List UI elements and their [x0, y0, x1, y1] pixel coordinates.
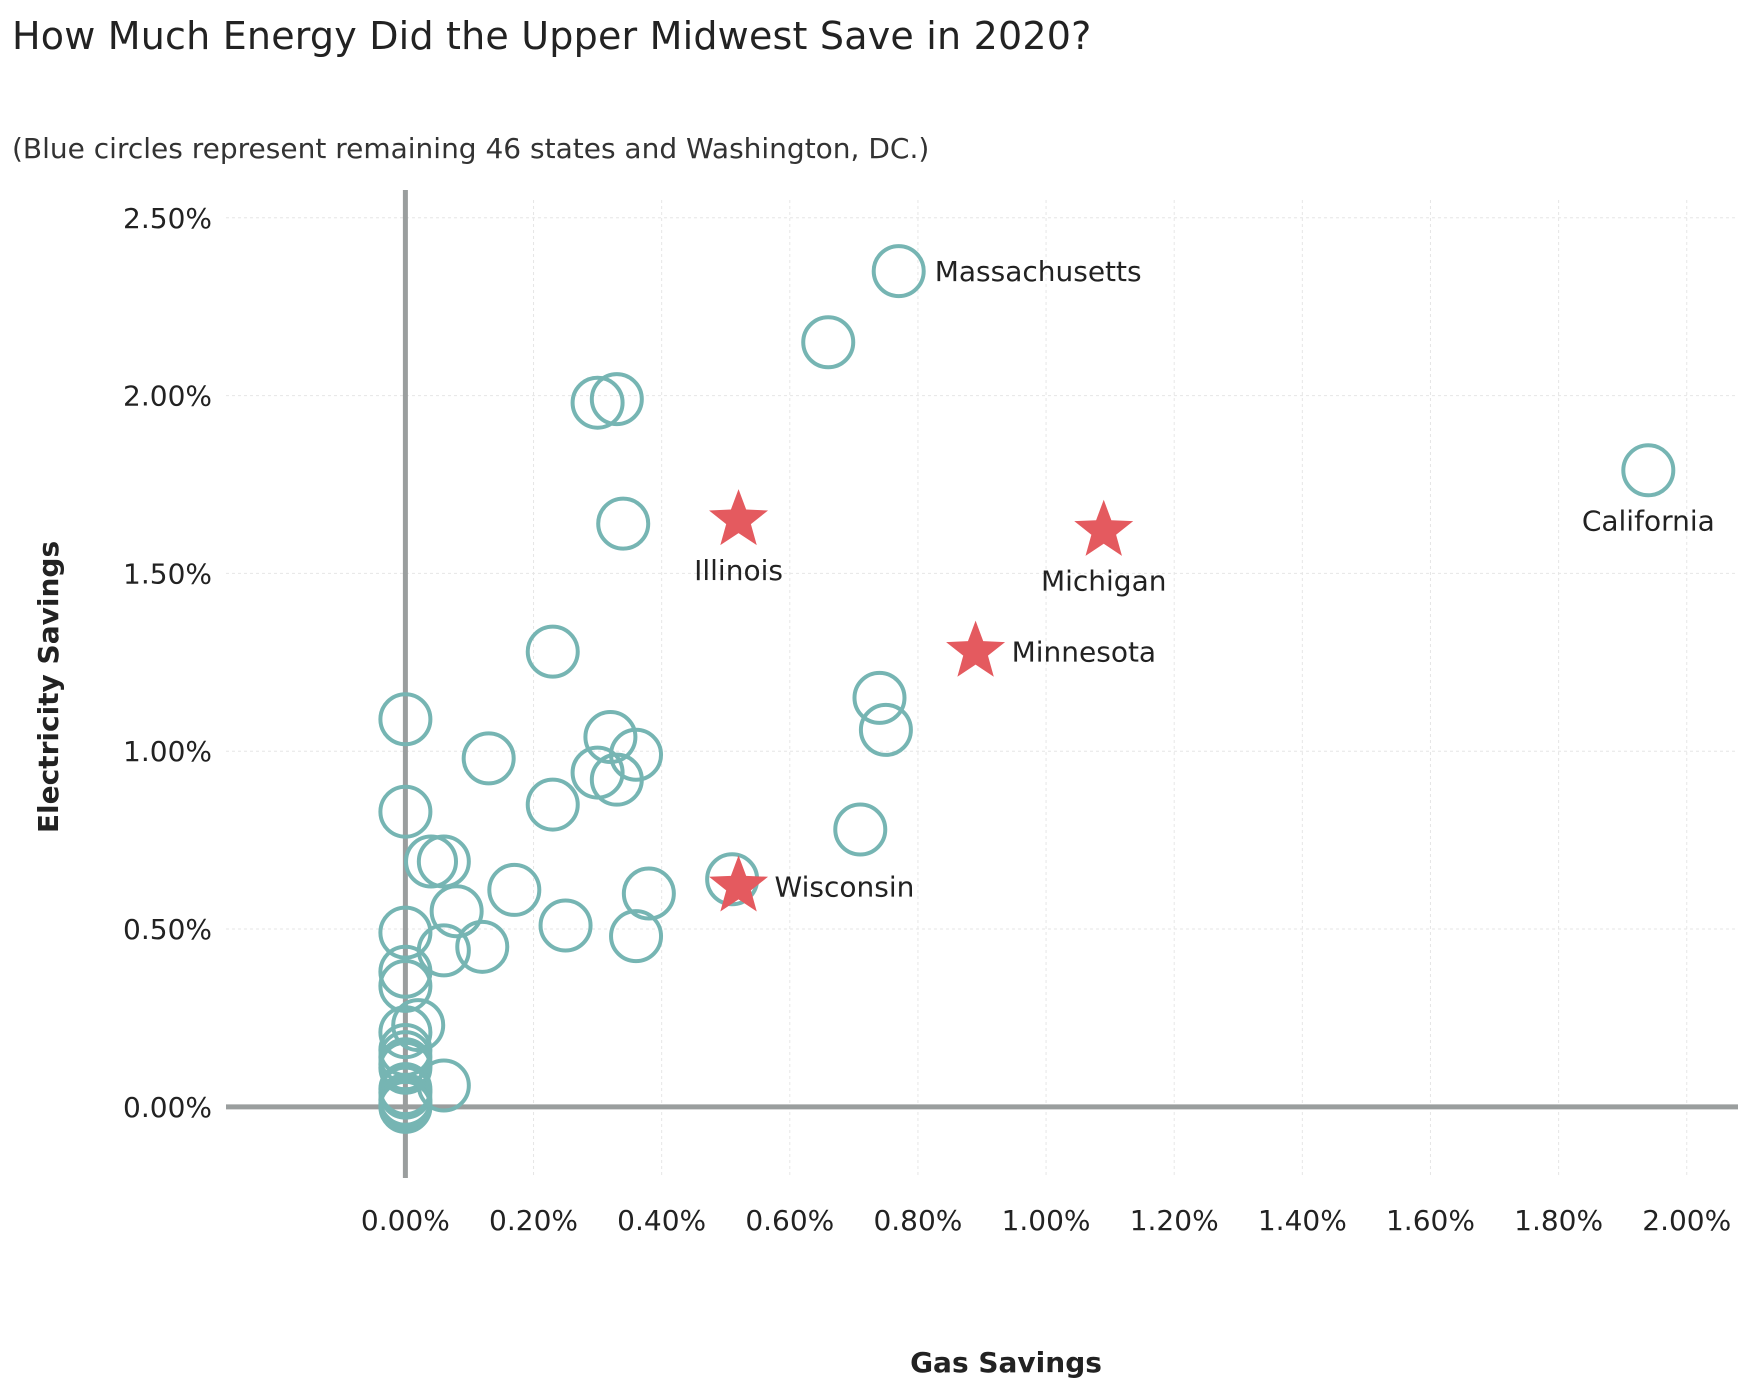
y-tick-label: 1.00% [123, 735, 212, 768]
y-tick-label: 2.50% [123, 202, 212, 235]
point-label: Minnesota [1012, 636, 1157, 669]
star-point [709, 855, 769, 912]
point-label: Wisconsin [775, 870, 915, 903]
circle-point [589, 372, 644, 427]
y-tick-label: 1.50% [123, 557, 212, 590]
data-marks [378, 244, 1676, 1134]
circle-point [801, 315, 856, 370]
x-tick-label: 0.00% [361, 1204, 450, 1237]
tick-labels: 0.00% 0.20% 0.40% 0.60% 0.80% 1.00% 1.20% 1.40%… [123, 202, 1731, 1237]
point-label: California [1582, 504, 1715, 537]
x-tick-label: 0.60% [745, 1204, 834, 1237]
circle-point [378, 1079, 433, 1134]
circle-point [487, 862, 542, 917]
circle-point [378, 784, 433, 839]
circle-point [852, 670, 907, 725]
circle-point [378, 1005, 433, 1060]
circle-point [378, 905, 433, 960]
circle-point [538, 898, 593, 953]
circle-point [570, 375, 625, 430]
x-tick-label: 0.40% [617, 1204, 706, 1237]
y-tick-label: 2.00% [123, 380, 212, 413]
chart-subtitle: (Blue circles represent remaining 46 sta… [12, 132, 930, 165]
x-tick-label: 0.80% [873, 1204, 962, 1237]
x-tick-label: 1.20% [1130, 1204, 1219, 1237]
y-tick-label: 0.50% [123, 913, 212, 946]
circle-point [1621, 443, 1676, 498]
y-axis-title: Electricity Savings [32, 541, 65, 833]
circle-point [525, 624, 580, 679]
axes [226, 190, 1738, 1178]
circle-point [621, 866, 676, 921]
circle-point [429, 884, 484, 939]
circle-point [391, 998, 446, 1053]
x-tick-label: 1.60% [1386, 1204, 1475, 1237]
point-label: Illinois [694, 554, 783, 587]
circle-point [858, 702, 913, 757]
star-point [1074, 499, 1134, 556]
circle-point [378, 958, 433, 1013]
point-label: Michigan [1041, 565, 1167, 598]
circle-point [404, 834, 459, 889]
grid-lines [226, 200, 1738, 1178]
circle-point [589, 752, 644, 807]
x-axis-title: Gas Savings [910, 1346, 1102, 1379]
circle-point [455, 919, 510, 974]
point-label: Massachusetts [935, 255, 1142, 288]
circle-point [525, 777, 580, 832]
chart-title: How Much Energy Did the Upper Midwest Sa… [12, 14, 1092, 58]
circle-point [833, 802, 888, 857]
x-tick-label: 1.00% [1002, 1204, 1091, 1237]
circle-point [378, 944, 433, 999]
x-tick-label: 1.80% [1514, 1204, 1603, 1237]
circle-point [609, 909, 664, 964]
x-tick-label: 0.20% [489, 1204, 578, 1237]
circle-point [596, 496, 651, 551]
circle-point [416, 834, 471, 889]
star-point [946, 620, 1006, 677]
star-point [709, 489, 769, 546]
circle-point [378, 1040, 433, 1095]
point-labels: Massachusetts California Illinois Michigan M… [694, 255, 1715, 903]
x-tick-label: 1.40% [1258, 1204, 1347, 1237]
circle-point [461, 731, 516, 786]
circle-point [378, 692, 433, 747]
y-tick-label: 0.00% [123, 1091, 212, 1124]
x-tick-label: 2.00% [1642, 1204, 1731, 1237]
circle-point [871, 244, 926, 299]
